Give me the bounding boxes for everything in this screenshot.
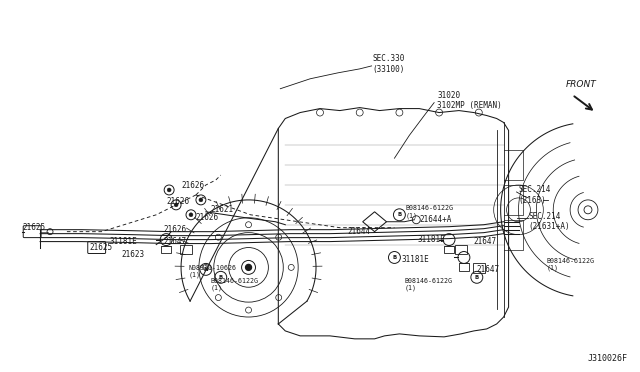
Circle shape	[174, 203, 178, 207]
Text: 21644: 21644	[348, 227, 371, 236]
Text: B08146-6122G
(1): B08146-6122G (1)	[405, 205, 453, 219]
Text: 21626: 21626	[163, 225, 186, 234]
Text: N: N	[204, 267, 208, 272]
Text: 21626: 21626	[181, 180, 204, 189]
Text: B08146-6122G
(1): B08146-6122G (1)	[404, 278, 452, 291]
Text: SEC.214
(21631+A): SEC.214 (21631+A)	[529, 212, 570, 231]
Text: 31181E: 31181E	[417, 235, 445, 244]
Text: J310026F: J310026F	[588, 354, 628, 363]
Text: FRONT: FRONT	[566, 80, 597, 89]
Text: 21625: 21625	[22, 223, 45, 232]
Text: B08146-6122G
(1): B08146-6122G (1)	[211, 278, 259, 291]
Text: SEC.330
(33100): SEC.330 (33100)	[372, 54, 405, 74]
Circle shape	[246, 264, 252, 270]
Text: 31020
3102MP (REMAN): 31020 3102MP (REMAN)	[437, 91, 502, 110]
Text: B: B	[475, 275, 479, 280]
Text: 21647: 21647	[477, 265, 500, 274]
Text: 21625: 21625	[90, 243, 113, 252]
Text: 21644+A: 21644+A	[419, 215, 452, 224]
Text: 21626: 21626	[196, 213, 219, 222]
Text: 21647: 21647	[474, 237, 497, 246]
Text: 31181E: 31181E	[401, 255, 429, 264]
Text: 21621: 21621	[211, 205, 234, 214]
Text: B: B	[219, 275, 223, 280]
Text: N08911-10626
(1): N08911-10626 (1)	[189, 264, 237, 278]
Text: B: B	[397, 212, 401, 217]
Text: B08146-6122G
(1): B08146-6122G (1)	[547, 258, 595, 271]
Text: 21647: 21647	[163, 237, 186, 246]
Text: B: B	[392, 255, 397, 260]
Text: 21623: 21623	[122, 250, 145, 259]
Text: SEC.214
(2163): SEC.214 (2163)	[518, 185, 551, 205]
Text: 31181E: 31181E	[109, 237, 138, 246]
Text: 21626: 21626	[166, 198, 189, 206]
Circle shape	[167, 188, 171, 192]
Circle shape	[199, 198, 203, 202]
Circle shape	[189, 213, 193, 217]
